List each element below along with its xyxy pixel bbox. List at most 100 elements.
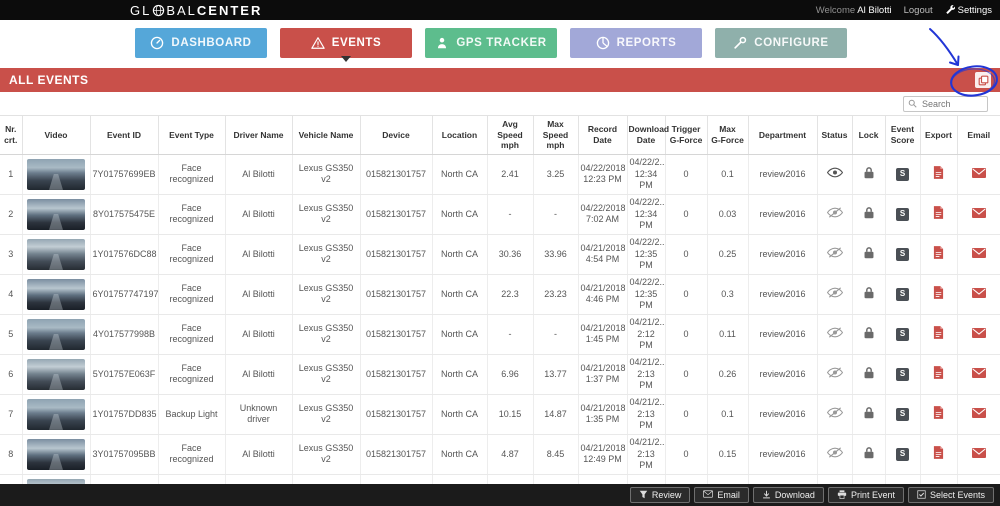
video-thumbnail[interactable] [27,478,85,484]
event-score-cell[interactable]: S [885,354,921,395]
column-header[interactable]: Export [920,116,958,155]
export-list-icon[interactable] [975,72,991,88]
lock-cell[interactable] [852,274,886,315]
video-thumbnail[interactable] [27,198,85,230]
print-event-button[interactable]: Print Event [827,487,904,503]
column-header[interactable]: Download Date [627,116,669,155]
video-thumbnail[interactable] [27,158,85,190]
export-cell[interactable] [920,234,958,275]
download-button[interactable]: Download [752,487,824,503]
event-score-cell[interactable]: S [885,314,921,355]
search-box[interactable] [903,95,988,112]
lock-cell[interactable] [852,154,886,195]
email-cell[interactable] [957,394,1000,435]
email-cell[interactable] [957,354,1000,395]
video-thumbnail[interactable] [27,398,85,430]
export-cell[interactable] [920,274,958,315]
export-cell[interactable] [920,474,958,484]
video-thumbnail[interactable] [27,238,85,270]
nav-dashboard[interactable]: DASHBOARD [135,28,267,58]
settings-button[interactable]: Settings [945,4,992,17]
nav-reports[interactable]: REPORTS [570,28,702,58]
video-thumbnail[interactable] [27,318,85,350]
event-score-cell[interactable]: S [885,274,921,315]
export-cell[interactable] [920,434,958,475]
video-cell[interactable] [22,234,91,275]
column-header[interactable]: Department [748,116,818,155]
column-header[interactable]: Event ID [90,116,159,155]
video-cell[interactable] [22,394,91,435]
event-row[interactable]: 5 4Y017577998B Face recognized Al Bilotti Le… [0,314,1000,355]
status-cell[interactable] [817,474,853,484]
nav-events[interactable]: EVENTS [280,28,412,58]
event-score-cell[interactable]: S [885,194,921,235]
event-row[interactable]: 1 7Y01757699EB Face recognized Al Bilotti Le… [0,154,1000,195]
event-score-cell[interactable]: S [885,394,921,435]
lock-cell[interactable] [852,434,886,475]
status-cell[interactable] [817,234,853,275]
column-header[interactable]: Avg Speed mph [487,116,534,155]
video-thumbnail[interactable] [27,358,85,390]
video-thumbnail[interactable] [27,438,85,470]
event-score-cell[interactable] [885,474,921,484]
column-header[interactable]: Device [360,116,433,155]
video-thumbnail[interactable] [27,278,85,310]
column-header[interactable]: Event Type [158,116,226,155]
column-header[interactable]: Lock [852,116,886,155]
lock-cell[interactable] [852,234,886,275]
status-cell[interactable] [817,394,853,435]
email-cell[interactable] [957,274,1000,315]
nav-gps-tracker[interactable]: GPS TRACKER [425,28,557,58]
review-button[interactable]: Review [629,487,691,503]
export-cell[interactable] [920,394,958,435]
status-cell[interactable] [817,434,853,475]
export-cell[interactable] [920,154,958,195]
status-cell[interactable] [817,274,853,315]
event-row[interactable]: 7 1Y01757DD835 Backup Light Unknown driver L… [0,394,1000,435]
status-cell[interactable] [817,154,853,195]
email-cell[interactable] [957,474,1000,484]
event-row[interactable]: 6 5Y01757E063F Face recognized Al Bilotti Le… [0,354,1000,395]
event-score-cell[interactable]: S [885,154,921,195]
nav-configure[interactable]: CONFIGURE [715,28,847,58]
event-row[interactable]: 2 8Y017575475E Face recognized Al Bilotti Le… [0,194,1000,235]
status-cell[interactable] [817,314,853,355]
column-header[interactable]: Video [22,116,91,155]
lock-cell[interactable] [852,354,886,395]
column-header[interactable]: Event Score [885,116,921,155]
column-header[interactable]: Max G-Force [707,116,749,155]
email-cell[interactable] [957,434,1000,475]
email-cell[interactable] [957,194,1000,235]
video-cell[interactable] [22,154,91,195]
lock-cell[interactable] [852,474,886,484]
lock-cell[interactable] [852,394,886,435]
event-row[interactable]: 4 6Y01757747197 Face recognized Al Bilotti L… [0,274,1000,315]
column-header[interactable]: Record Date [578,116,628,155]
export-cell[interactable] [920,194,958,235]
export-cell[interactable] [920,354,958,395]
column-header[interactable]: Driver Name [225,116,293,155]
email-cell[interactable] [957,314,1000,355]
status-cell[interactable] [817,354,853,395]
column-header[interactable]: Location [432,116,488,155]
video-cell[interactable] [22,434,91,475]
logout-link[interactable]: Logout [903,4,933,16]
event-row[interactable] [0,474,1000,484]
column-header[interactable]: Max Speed mph [533,116,579,155]
video-cell[interactable] [22,474,91,484]
event-score-cell[interactable]: S [885,434,921,475]
video-cell[interactable] [22,314,91,355]
lock-cell[interactable] [852,194,886,235]
select-events-button[interactable]: Select Events [907,487,994,503]
email-cell[interactable] [957,234,1000,275]
email-cell[interactable] [957,154,1000,195]
column-header[interactable]: Trigger G-Force [665,116,708,155]
export-cell[interactable] [920,314,958,355]
status-cell[interactable] [817,194,853,235]
event-row[interactable]: 3 1Y017576DC88 Face recognized Al Bilotti Le… [0,234,1000,275]
search-input[interactable] [920,97,983,110]
event-score-cell[interactable]: S [885,234,921,275]
column-header[interactable]: Status [817,116,853,155]
column-header[interactable]: Nr. crt. [0,116,23,155]
lock-cell[interactable] [852,314,886,355]
